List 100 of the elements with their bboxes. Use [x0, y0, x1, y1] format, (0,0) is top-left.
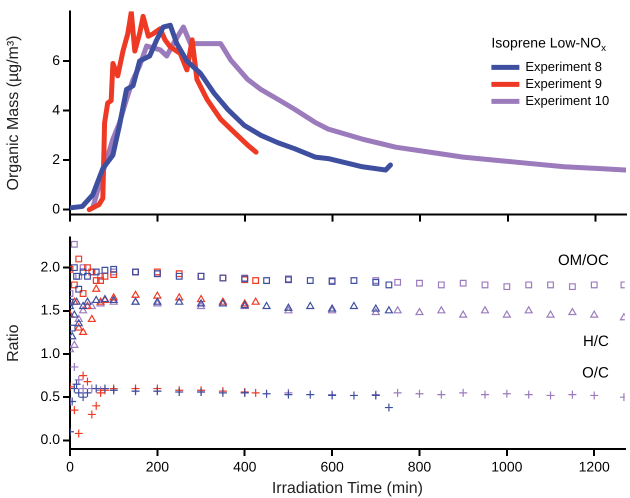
point — [458, 388, 468, 398]
point — [459, 310, 468, 318]
point — [306, 302, 314, 310]
point — [88, 314, 96, 322]
point — [96, 388, 106, 398]
point — [74, 319, 83, 326]
y-tick-label: 0.0 — [40, 431, 60, 448]
point — [416, 280, 423, 287]
point — [79, 302, 88, 310]
point — [284, 304, 292, 311]
y-tick-label: 6 — [52, 52, 60, 68]
x-tick-label: 0 — [66, 458, 74, 474]
point — [70, 264, 78, 272]
point — [306, 277, 314, 284]
point — [153, 292, 162, 299]
y-tick-label: 1.0 — [40, 344, 60, 361]
point — [73, 272, 80, 280]
point — [102, 266, 108, 274]
point — [393, 388, 402, 398]
point — [96, 299, 105, 307]
point — [384, 402, 394, 412]
point — [590, 310, 598, 318]
point — [70, 240, 78, 248]
point — [110, 293, 118, 300]
point — [92, 384, 101, 394]
point — [251, 388, 260, 398]
series-label: O/C — [582, 364, 609, 382]
point — [80, 290, 87, 297]
point — [372, 308, 380, 316]
series-label: H/C — [582, 332, 609, 350]
point — [82, 388, 92, 398]
x-tick-label: 1000 — [491, 458, 523, 474]
y-tick-label: 4 — [52, 101, 60, 118]
point — [92, 268, 100, 276]
point — [92, 284, 100, 292]
point — [384, 306, 393, 314]
point — [196, 299, 206, 307]
point — [482, 281, 488, 288]
point — [372, 304, 380, 312]
point — [524, 390, 534, 400]
point — [502, 389, 512, 398]
point — [196, 294, 206, 302]
point — [568, 283, 576, 290]
point — [70, 298, 78, 305]
legend-label: Experiment 8 — [525, 58, 602, 74]
point — [284, 306, 292, 314]
point — [175, 293, 184, 300]
point — [262, 389, 272, 398]
point — [438, 281, 445, 288]
point — [102, 272, 108, 280]
point — [568, 390, 577, 400]
point — [524, 306, 533, 314]
point — [70, 340, 78, 348]
point — [79, 306, 88, 314]
point — [92, 401, 101, 410]
point — [306, 390, 315, 400]
point — [75, 286, 82, 293]
point — [176, 272, 183, 280]
point — [110, 271, 118, 278]
point — [74, 314, 83, 322]
point — [83, 302, 92, 310]
y-tick-label: 0 — [52, 200, 60, 217]
point — [590, 281, 598, 288]
y-axis-title: Ratio — [5, 324, 22, 362]
point — [153, 299, 162, 307]
legend-label: Experiment 10 — [525, 92, 610, 108]
point — [218, 299, 227, 307]
point — [84, 264, 91, 272]
point — [414, 389, 424, 398]
point — [80, 268, 87, 276]
point — [328, 306, 336, 314]
point — [84, 272, 91, 280]
point — [590, 390, 599, 400]
point — [349, 390, 359, 400]
point — [70, 310, 78, 318]
point — [546, 390, 556, 400]
point — [262, 302, 271, 310]
point — [480, 306, 490, 314]
x-axis-title: Irradiation Time (min) — [272, 480, 423, 497]
x-tick-label: 1200 — [578, 458, 610, 474]
point — [75, 256, 82, 262]
point — [436, 390, 446, 400]
point — [70, 362, 79, 372]
point — [70, 324, 76, 332]
point — [74, 428, 84, 438]
point — [110, 298, 118, 305]
point — [394, 306, 402, 314]
point — [72, 380, 82, 389]
y-tick-label: 0.5 — [40, 388, 60, 404]
point — [75, 272, 82, 280]
point — [175, 298, 184, 305]
point — [131, 290, 140, 298]
point — [547, 281, 554, 288]
y-tick-label: 2.0 — [40, 258, 60, 274]
series-label: OM/OC — [558, 252, 609, 270]
point — [350, 277, 358, 284]
point — [110, 266, 118, 273]
point — [252, 277, 260, 284]
point — [480, 390, 490, 400]
y-tick-label: 2 — [52, 150, 60, 167]
